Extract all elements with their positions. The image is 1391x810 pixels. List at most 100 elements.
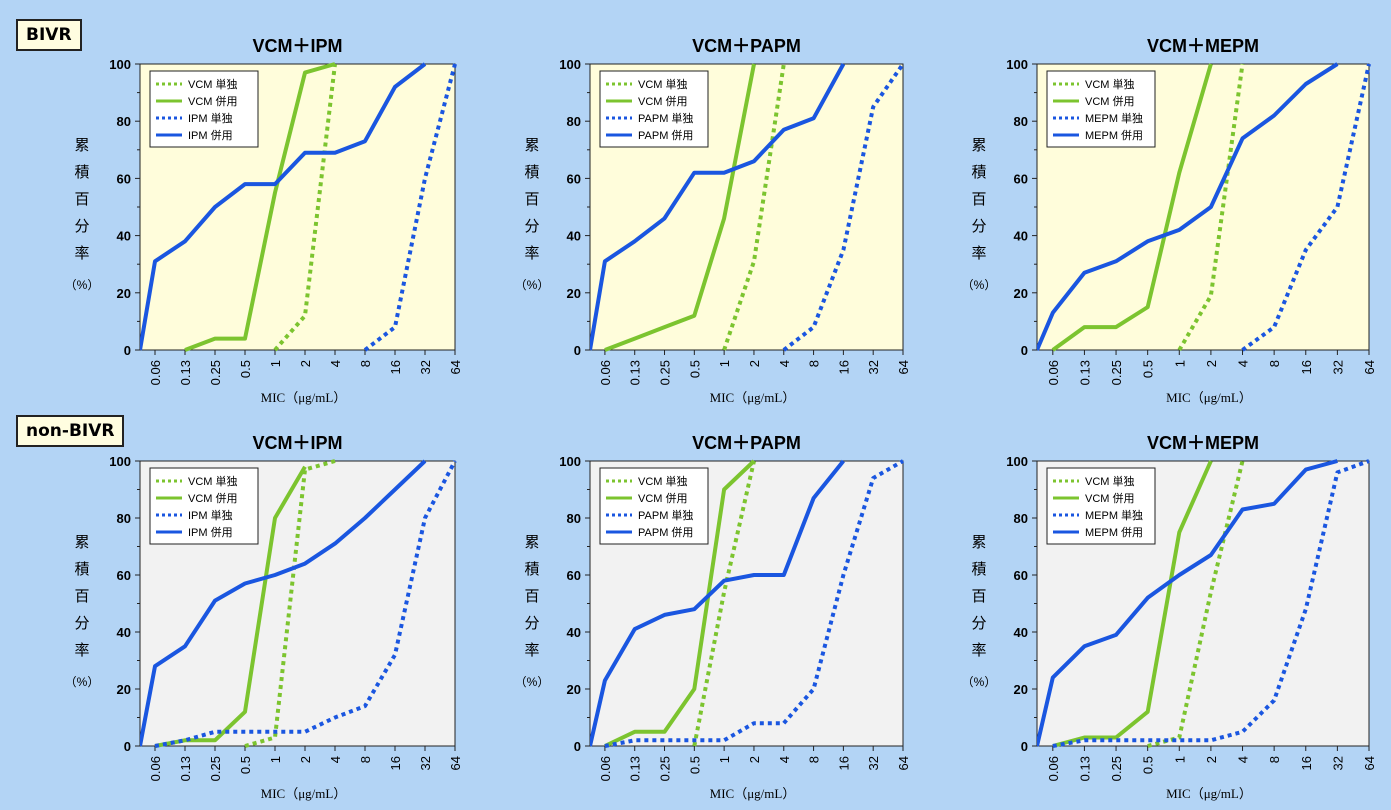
legend-label: MEPM 併用 <box>1085 128 1143 142</box>
series-group <box>590 459 904 748</box>
series-line-4 <box>1037 459 1338 747</box>
legend-label: PAPM 単独 <box>638 111 693 125</box>
chart-title: VCM＋IPM <box>253 433 343 453</box>
legend-label: VCM 併用 <box>188 491 238 505</box>
series-group <box>1037 459 1370 748</box>
legend-label: IPM 併用 <box>188 525 233 539</box>
y-axis-unit: （%） <box>65 278 100 292</box>
x-tick-label: 2 <box>1204 360 1219 367</box>
chart-title: VCM＋IPM <box>253 36 343 56</box>
x-tick-label: 32 <box>1330 360 1345 374</box>
y-tick-label: 100 <box>559 57 581 72</box>
legend-label: PAPM 併用 <box>638 525 693 539</box>
y-axis-label-char: 率 <box>971 642 986 659</box>
y-tick-label: 100 <box>559 454 581 469</box>
x-tick-label: 0.25 <box>1109 360 1124 385</box>
plot-area <box>589 460 904 747</box>
x-tick-label: 0.06 <box>598 360 613 385</box>
x-tick-label: 0.06 <box>598 756 613 781</box>
legend-label: IPM 単独 <box>188 111 233 125</box>
y-tick-label: 0 <box>1021 343 1028 358</box>
y-axis-label-char: 分 <box>524 615 539 632</box>
x-tick-label: 0.5 <box>238 360 253 378</box>
x-tick-label: 4 <box>1236 360 1251 367</box>
x-tick-label: 2 <box>298 360 313 367</box>
y-axis-label-char: 累 <box>971 137 986 154</box>
y-tick-label: 80 <box>567 114 581 129</box>
legend-label: VCM 単独 <box>638 77 688 91</box>
x-axis-label: MIC（μg/mL） <box>261 786 347 801</box>
series-line-4 <box>140 459 427 747</box>
series-line-2 <box>604 63 756 352</box>
legend: VCM 単独 VCM 併用 PAPM 単独 PAPM 併用 <box>599 467 709 545</box>
x-tick-label: 32 <box>866 756 881 770</box>
legend-label: MEPM 単独 <box>1085 508 1143 522</box>
legend-label: VCM 併用 <box>638 491 688 505</box>
legend-label: MEPM 単独 <box>1085 111 1143 125</box>
x-tick-label: 0.5 <box>1141 756 1156 774</box>
x-tick-label: 0.13 <box>178 756 193 781</box>
x-tick-label: 2 <box>747 360 762 367</box>
x-axis-label: MIC（μg/mL） <box>710 786 796 801</box>
y-axis-label-char: 累 <box>74 534 89 551</box>
x-tick-label: 8 <box>1267 360 1282 367</box>
chart-title: VCM＋MEPM <box>1147 433 1259 453</box>
x-tick-label: 4 <box>777 756 792 763</box>
y-axis-label-char: 分 <box>971 218 986 235</box>
y-tick-label: 80 <box>1014 511 1028 526</box>
y-tick-label: 60 <box>117 171 131 186</box>
x-tick-label: 64 <box>448 360 463 374</box>
legend: VCM 単独 VCM 併用 IPM 単独 IPM 併用 <box>149 467 259 545</box>
y-tick-label: 80 <box>117 511 131 526</box>
x-tick-label: 1 <box>268 756 283 763</box>
x-tick-label: 0.25 <box>208 756 223 781</box>
x-tick-label: 0.25 <box>658 756 673 781</box>
legend-label: VCM 単独 <box>1085 77 1135 91</box>
x-tick-label: 1 <box>717 756 732 763</box>
series-group <box>140 459 457 748</box>
y-axis-unit: （%） <box>962 675 997 689</box>
series-line-2 <box>604 459 756 748</box>
x-tick-label: 0.13 <box>628 756 643 781</box>
x-axis-label: MIC（μg/mL） <box>1166 786 1252 801</box>
y-axis-label-char: 累 <box>524 137 539 154</box>
series-line-4 <box>140 62 427 351</box>
x-tick-label: 0.5 <box>687 756 702 774</box>
y-tick-label: 20 <box>567 286 581 301</box>
series-line-4 <box>590 459 845 747</box>
y-tick-label: 40 <box>1014 229 1028 244</box>
y-tick-label: 60 <box>1014 568 1028 583</box>
x-tick-label: 0.06 <box>148 756 163 781</box>
y-axis-label-char: 分 <box>524 218 539 235</box>
y-axis-label-char: 率 <box>74 642 89 659</box>
legend-label: IPM 単独 <box>188 508 233 522</box>
legend: VCM 単独 VCM 併用 PAPM 単独 PAPM 併用 <box>599 70 709 148</box>
x-tick-label: 0.5 <box>238 756 253 774</box>
y-tick-label: 60 <box>567 171 581 186</box>
y-axis-label-char: 積 <box>524 561 539 578</box>
legend-label: VCM 併用 <box>638 94 688 108</box>
x-tick-label: 0.5 <box>687 360 702 378</box>
x-tick-label: 0.25 <box>658 360 673 385</box>
series-line-2 <box>1051 63 1213 352</box>
x-tick-label: 1 <box>1172 360 1187 367</box>
y-axis-label-char: 百 <box>971 191 986 208</box>
series-group <box>140 62 457 352</box>
x-tick-label: 8 <box>358 756 373 763</box>
y-axis-label-char: 百 <box>524 588 539 605</box>
y-axis-label-char: 百 <box>971 588 986 605</box>
legend: VCM 単独 VCM 併用 MEPM 単独 MEPM 併用 <box>1046 467 1156 545</box>
legend-label: IPM 併用 <box>188 128 233 142</box>
series-line-1 <box>722 63 786 351</box>
legend-label: PAPM 併用 <box>638 128 693 142</box>
x-tick-label: 1 <box>268 360 283 367</box>
y-tick-label: 60 <box>1014 171 1028 186</box>
legend-label: VCM 併用 <box>1085 491 1135 505</box>
x-tick-label: 16 <box>1299 756 1314 770</box>
series-line-4 <box>590 63 846 351</box>
x-tick-label: 16 <box>388 756 403 770</box>
series-group <box>1037 62 1371 352</box>
y-tick-label: 100 <box>1006 57 1028 72</box>
y-tick-label: 100 <box>1006 454 1028 469</box>
